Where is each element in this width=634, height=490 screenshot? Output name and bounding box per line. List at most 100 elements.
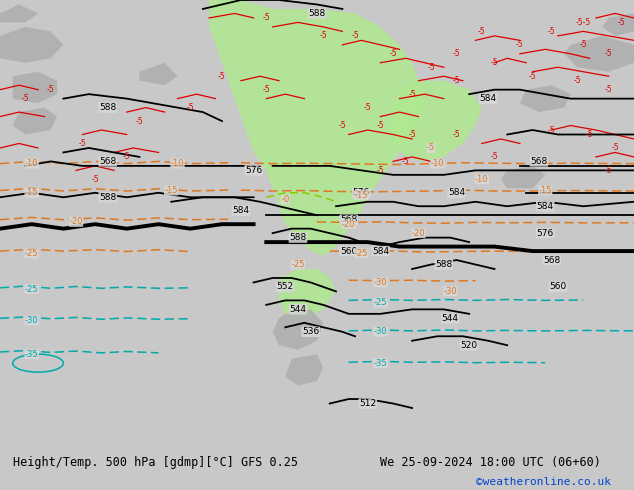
Text: -25: -25	[291, 260, 305, 269]
Polygon shape	[564, 36, 634, 72]
Polygon shape	[602, 13, 634, 36]
Text: 552: 552	[276, 282, 294, 292]
Text: -10: -10	[475, 175, 489, 184]
Text: 584: 584	[448, 188, 465, 197]
Text: -5: -5	[529, 72, 536, 81]
Text: 588: 588	[435, 260, 453, 269]
Text: -5: -5	[408, 130, 416, 139]
Text: -5: -5	[548, 27, 555, 36]
Polygon shape	[520, 85, 571, 112]
Text: -10: -10	[171, 159, 184, 168]
Text: -5: -5	[605, 49, 612, 58]
Text: -5: -5	[320, 31, 327, 40]
Text: -10: -10	[430, 159, 444, 168]
Text: 588: 588	[99, 103, 117, 112]
Text: -5: -5	[605, 85, 612, 94]
Text: 584: 584	[536, 202, 554, 211]
Text: -5: -5	[491, 152, 498, 161]
Text: -30: -30	[443, 287, 457, 296]
Polygon shape	[273, 309, 323, 350]
Text: -5: -5	[364, 103, 372, 112]
Text: -5: -5	[351, 31, 359, 40]
Text: -5: -5	[402, 157, 410, 166]
Polygon shape	[285, 354, 323, 386]
Text: -5: -5	[218, 72, 226, 81]
Text: 536: 536	[302, 327, 320, 336]
Text: 568: 568	[543, 256, 560, 265]
Text: -5: -5	[586, 130, 593, 139]
Text: -25: -25	[373, 298, 387, 307]
Text: 588: 588	[308, 9, 326, 18]
Polygon shape	[209, 0, 425, 256]
Text: -15: -15	[164, 186, 178, 195]
Text: -5: -5	[186, 103, 194, 112]
Text: 576: 576	[536, 229, 554, 238]
Text: -20: -20	[69, 218, 83, 226]
Polygon shape	[501, 166, 545, 188]
Text: -25: -25	[25, 249, 39, 258]
Text: -5: -5	[79, 139, 86, 148]
Text: -5: -5	[453, 76, 460, 85]
Polygon shape	[13, 72, 57, 103]
Text: -5: -5	[618, 18, 625, 27]
Text: 544: 544	[442, 314, 458, 323]
Text: 584: 584	[479, 94, 497, 103]
Text: -10: -10	[25, 159, 39, 168]
Text: -5: -5	[262, 13, 270, 23]
Text: -30: -30	[373, 327, 387, 336]
Text: -20: -20	[411, 229, 425, 238]
Text: -5: -5	[339, 121, 346, 130]
Text: -5: -5	[427, 63, 435, 72]
Text: 544: 544	[290, 305, 306, 314]
Polygon shape	[139, 63, 178, 85]
Text: -0: -0	[281, 195, 290, 204]
Text: -5: -5	[408, 90, 416, 98]
Text: -15: -15	[538, 186, 552, 195]
Text: -25: -25	[25, 285, 39, 294]
Text: -5: -5	[377, 121, 384, 130]
Text: -5: -5	[427, 144, 436, 152]
Text: 568: 568	[340, 215, 358, 224]
Text: -30: -30	[373, 278, 387, 287]
Text: -5: -5	[491, 58, 498, 67]
Text: -5: -5	[548, 125, 555, 135]
Text: 568: 568	[99, 157, 117, 166]
Text: -5: -5	[389, 49, 397, 58]
Text: -15: -15	[354, 191, 368, 199]
Text: -35: -35	[25, 350, 39, 359]
Polygon shape	[13, 108, 57, 135]
Polygon shape	[279, 269, 336, 319]
Text: 584: 584	[372, 246, 389, 256]
Text: -5: -5	[516, 40, 524, 49]
Text: -15: -15	[25, 188, 39, 197]
Text: -5: -5	[22, 94, 29, 103]
Text: 576: 576	[353, 188, 370, 197]
Text: We 25-09-2024 18:00 UTC (06+60): We 25-09-2024 18:00 UTC (06+60)	[380, 456, 601, 469]
Text: -20: -20	[342, 220, 356, 229]
Text: -5: -5	[579, 40, 587, 49]
Text: Height/Temp. 500 hPa [gdmp][°C] GFS 0.25: Height/Temp. 500 hPa [gdmp][°C] GFS 0.25	[13, 456, 298, 469]
Text: 560: 560	[340, 246, 358, 256]
Text: -5: -5	[453, 130, 460, 139]
Text: 584: 584	[232, 206, 250, 215]
Text: -5: -5	[611, 144, 619, 152]
Polygon shape	[0, 4, 38, 23]
Text: -5: -5	[91, 175, 99, 184]
Text: -5: -5	[605, 166, 612, 175]
Polygon shape	[387, 81, 482, 161]
Text: 588: 588	[289, 233, 307, 242]
Text: -5: -5	[377, 166, 384, 175]
Text: 512: 512	[359, 399, 377, 408]
Text: 520: 520	[460, 341, 478, 350]
Text: -5: -5	[123, 152, 131, 161]
Text: -5: -5	[136, 117, 143, 125]
Text: -5: -5	[478, 27, 486, 36]
Text: -5-5: -5-5	[576, 18, 591, 27]
Text: -5: -5	[262, 85, 270, 94]
Text: 588: 588	[99, 193, 117, 202]
Text: -5: -5	[573, 76, 581, 85]
Text: 568: 568	[530, 157, 548, 166]
Text: -30: -30	[25, 316, 39, 325]
Polygon shape	[0, 27, 63, 63]
Text: ©weatheronline.co.uk: ©weatheronline.co.uk	[476, 477, 611, 487]
